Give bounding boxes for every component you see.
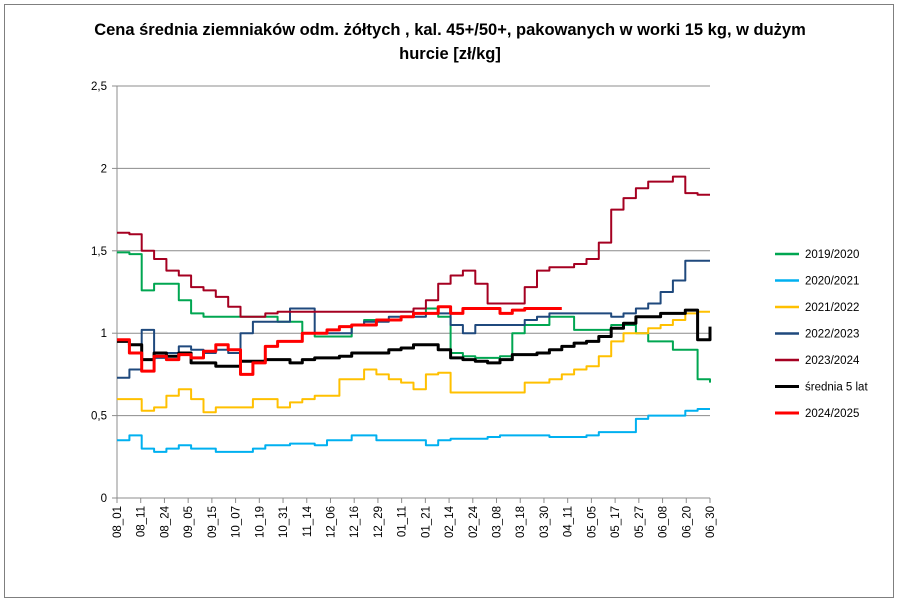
x-tick-label: 08_11 xyxy=(136,506,148,537)
legend-label: 2022/2023 xyxy=(805,329,859,341)
series-line-2022-2023 xyxy=(117,259,710,379)
series-lines xyxy=(117,175,712,453)
x-tick-label: 06_20 xyxy=(681,506,693,538)
y-tick-label: 0 xyxy=(101,493,107,505)
x-tick-label: 08_01 xyxy=(112,506,124,538)
x-tick-label: 04_11 xyxy=(563,506,575,537)
series-line--rednia-5-lat xyxy=(117,308,712,368)
x-tick-label: 01_21 xyxy=(420,506,432,538)
x-tick-label: 09_05 xyxy=(183,506,195,538)
x-tick-label: 10_07 xyxy=(231,506,243,538)
legend-label: 2023/2024 xyxy=(805,355,860,367)
x-tick-label: 05_05 xyxy=(586,506,598,538)
x-tick-label: 05_27 xyxy=(634,506,646,538)
y-axis: 0 0,5 1 1,5 2 2,5 xyxy=(91,81,117,505)
series-line-2024-2025 xyxy=(117,305,562,376)
legend-label: 2019/2020 xyxy=(805,249,859,261)
series-line-2023-2024 xyxy=(117,175,710,318)
legend: 2019/2020 2020/2021 2021/2022 2022/2023 2023… xyxy=(775,249,868,420)
chart-frame xyxy=(4,4,894,598)
series-line-2020-2021 xyxy=(117,408,710,453)
x-tick-label: 06_08 xyxy=(658,506,670,538)
legend-label: 2021/2022 xyxy=(805,302,859,314)
x-tick-label: 02_24 xyxy=(468,505,480,538)
y-tick-label: 2,5 xyxy=(91,81,107,93)
x-tick-label: 12_16 xyxy=(349,506,361,538)
x-tick-label: 12_06 xyxy=(325,506,337,538)
legend-label: średnia 5 lat xyxy=(805,382,868,394)
chart-title: Cena średnia ziemniaków odm. żółtych , k… xyxy=(94,21,806,63)
legend-label: 2020/2021 xyxy=(805,276,859,288)
legend-label: 2024/2025 xyxy=(805,408,859,420)
x-tick-label: 08_24 xyxy=(159,505,171,538)
x-tick-label: 03_30 xyxy=(539,506,551,538)
x-tick-label: 09_15 xyxy=(207,506,219,538)
y-tick-label: 1,5 xyxy=(91,246,107,258)
x-tick-label: 11_14 xyxy=(302,505,314,537)
y-tick-label: 0,5 xyxy=(91,411,107,423)
series-line-2021-2022 xyxy=(117,310,710,414)
x-tick-label: 10_19 xyxy=(254,506,266,538)
y-tick-label: 2 xyxy=(101,163,107,175)
x-tick-label: 05_17 xyxy=(610,506,622,538)
x-tick-label: 02_14 xyxy=(444,505,456,538)
x-tick-label: 06_30 xyxy=(705,506,717,538)
x-tick-label: 10_31 xyxy=(278,506,290,538)
x-tick-label: 03_18 xyxy=(515,506,527,538)
x-axis: 08_01 08_11 08_24 09_05 09_15 10_07 10_19 10_31… xyxy=(112,498,717,538)
y-tick-label: 1 xyxy=(101,328,107,340)
x-tick-label: 12_29 xyxy=(373,506,385,538)
series-line-2019-2020 xyxy=(117,251,711,383)
gridlines xyxy=(117,85,710,417)
x-tick-label: 03_08 xyxy=(492,506,504,538)
plot-area xyxy=(116,86,710,499)
x-tick-label: 01_11 xyxy=(397,506,409,537)
